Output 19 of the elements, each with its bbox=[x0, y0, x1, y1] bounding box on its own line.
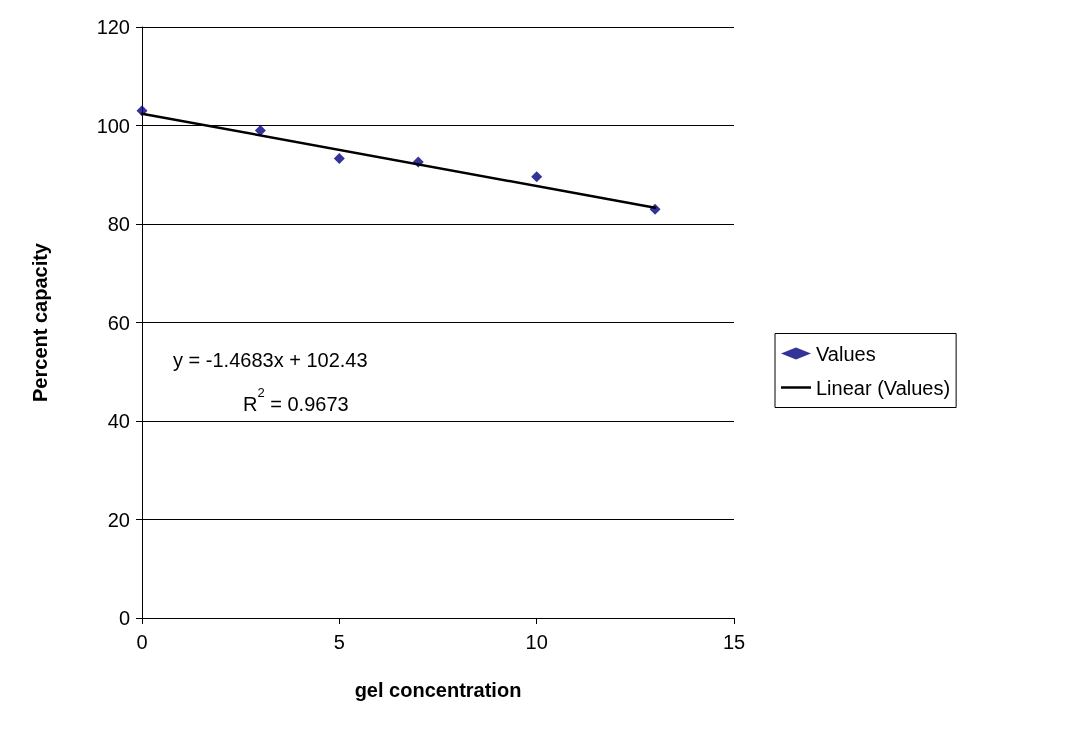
y-tick-label: 20 bbox=[107, 508, 130, 531]
x-tick-label: 10 bbox=[525, 631, 548, 653]
point bbox=[254, 124, 266, 136]
y-tick-label: 80 bbox=[107, 213, 130, 235]
legend-label: Values bbox=[816, 342, 876, 365]
y-tick-label: 120 bbox=[96, 16, 130, 38]
point bbox=[531, 171, 543, 183]
x-axis-title: gel concentration bbox=[354, 679, 522, 701]
point bbox=[333, 153, 345, 164]
x-tick-label: 0 bbox=[136, 631, 148, 653]
x-tick-label: 5 bbox=[333, 631, 345, 653]
y-axis-title: Percent capacity bbox=[29, 242, 51, 402]
y-tick-label: 0 bbox=[118, 607, 130, 629]
y-tick-label: 40 bbox=[107, 410, 130, 432]
x-tick-label: 15 bbox=[722, 631, 746, 653]
annotation: y = -1.4683x + 102.43 bbox=[173, 349, 368, 371]
legend-label: Linear (Values) bbox=[816, 376, 951, 399]
y-tick-label: 60 bbox=[107, 311, 130, 334]
y-tick-label: 100 bbox=[96, 114, 130, 137]
